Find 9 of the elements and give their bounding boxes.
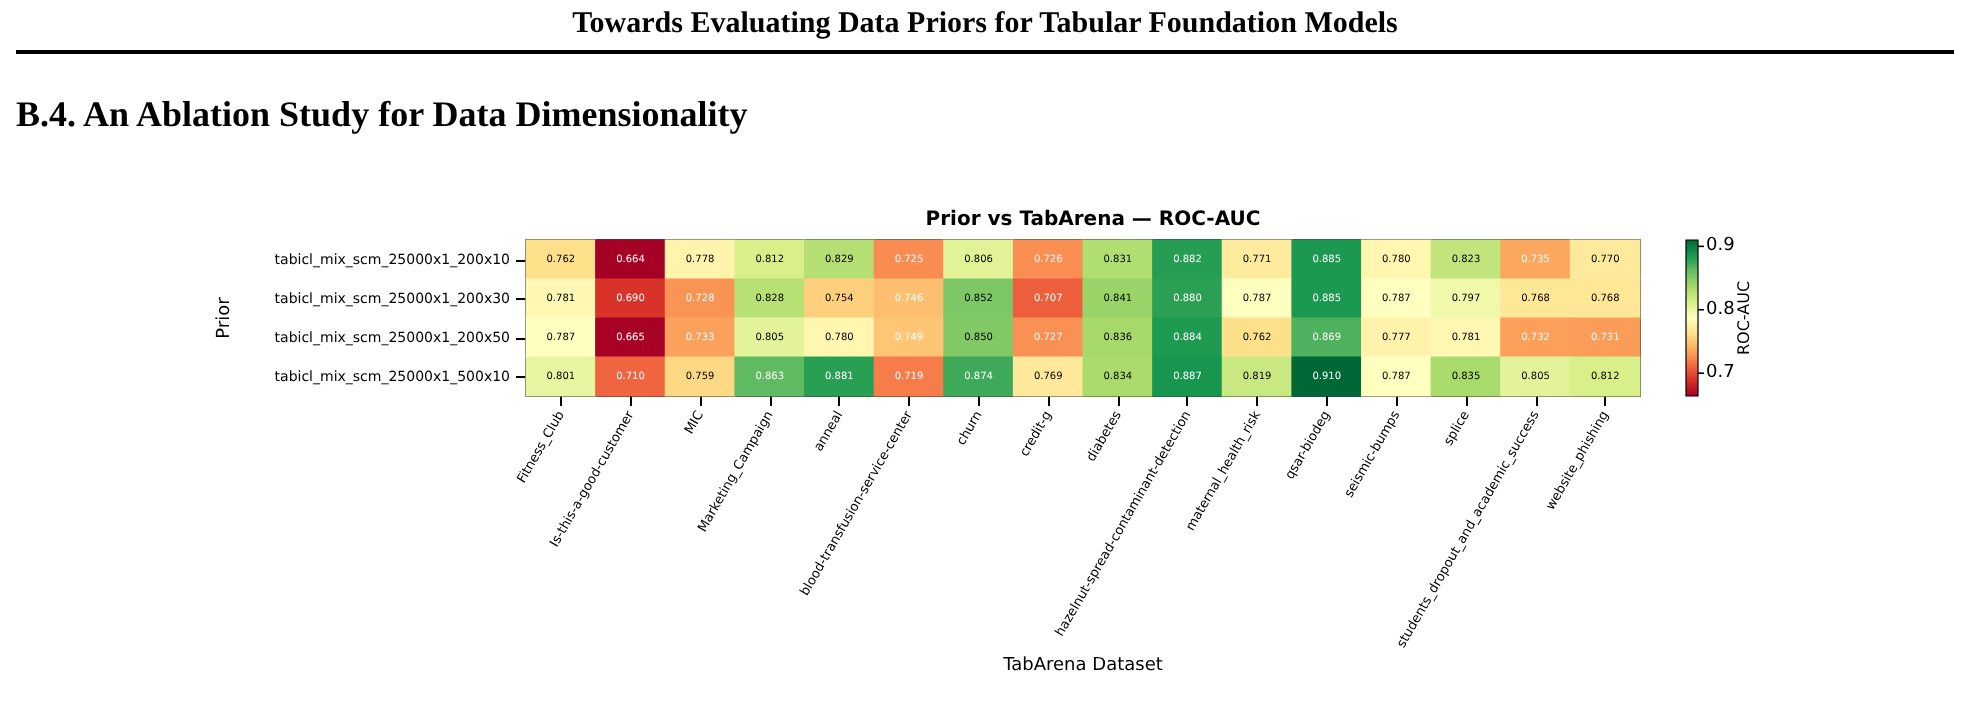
x-axis-title: TabArena Dataset bbox=[1001, 656, 1164, 677]
color-bar-label: 0.7 bbox=[1706, 363, 1735, 384]
text: Towards Evaluating Data Priors for Tabular Foundation Models bbox=[570, 8, 1400, 42]
color-bar-label: 0.8 bbox=[1706, 299, 1736, 320]
chart-title: Prior vs TabArena — ROC-AUC bbox=[925, 209, 1261, 231]
color-bar-label: 0.9 bbox=[1706, 236, 1736, 257]
text: B.4. An Ablation Study for Data Dimensionality bbox=[16, 94, 748, 136]
color-bar-title: ROC-AUC bbox=[1735, 280, 1753, 356]
y-axis-title: Prior bbox=[215, 296, 235, 339]
